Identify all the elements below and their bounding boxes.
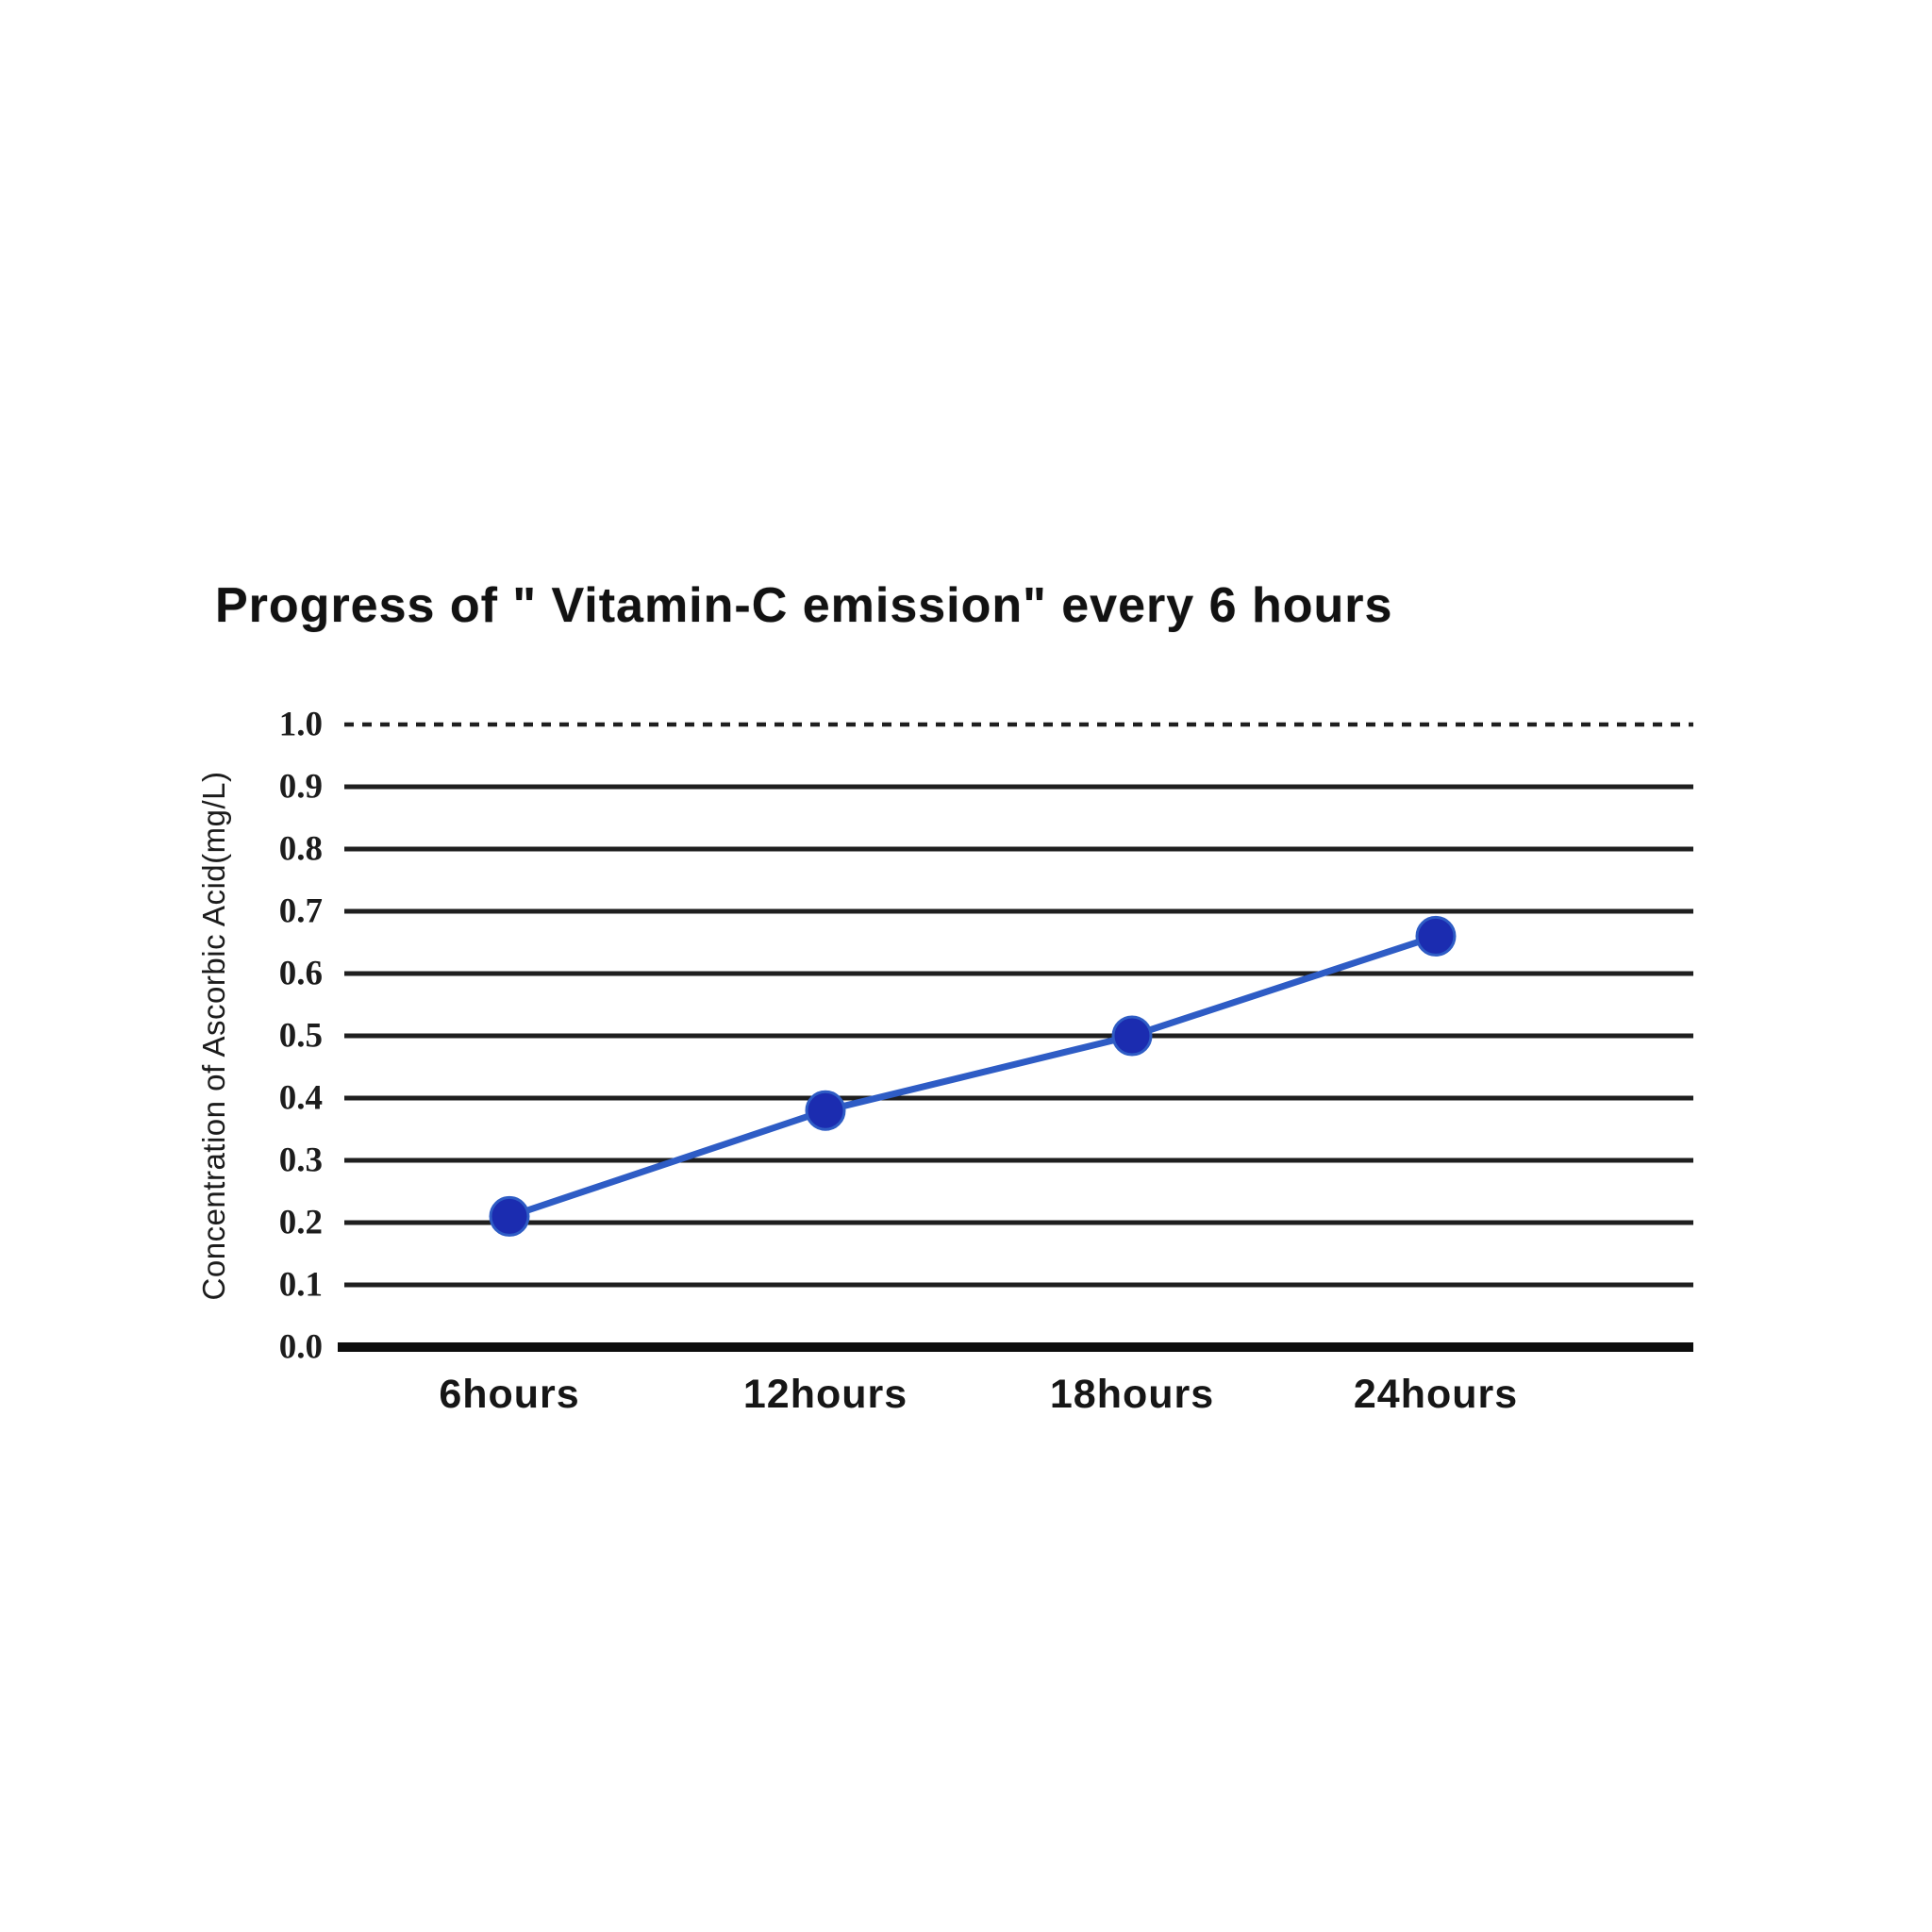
data-point <box>1415 915 1457 957</box>
y-tick-label: 0.9 <box>279 768 323 807</box>
y-tick-label: 0.8 <box>279 830 323 869</box>
chart-title: Progress of " Vitamin-C emission" every … <box>215 578 1393 633</box>
y-tick-label: 0.1 <box>279 1266 323 1305</box>
y-tick-label: 0.7 <box>279 892 323 931</box>
y-tick-label: 0.2 <box>279 1204 323 1242</box>
y-tick-label: 0.0 <box>279 1328 323 1367</box>
x-tick-label: 12hours <box>743 1372 908 1417</box>
y-tick-label: 0.3 <box>279 1141 323 1180</box>
data-point <box>1111 1015 1153 1057</box>
x-tick-label: 24hours <box>1354 1372 1518 1417</box>
x-tick-label: 18hours <box>1050 1372 1214 1417</box>
data-point <box>805 1090 846 1131</box>
data-point <box>489 1195 530 1237</box>
y-axis-title: Concentration of Ascorbic Acid(mg/L) <box>196 772 231 1301</box>
y-tick-label: 1.0 <box>279 706 323 744</box>
y-tick-label: 0.6 <box>279 955 323 993</box>
x-tick-label: 6hours <box>439 1372 579 1417</box>
y-tick-label: 0.5 <box>279 1017 323 1056</box>
series-line <box>506 932 1440 1220</box>
y-tick-label: 0.4 <box>279 1079 323 1118</box>
